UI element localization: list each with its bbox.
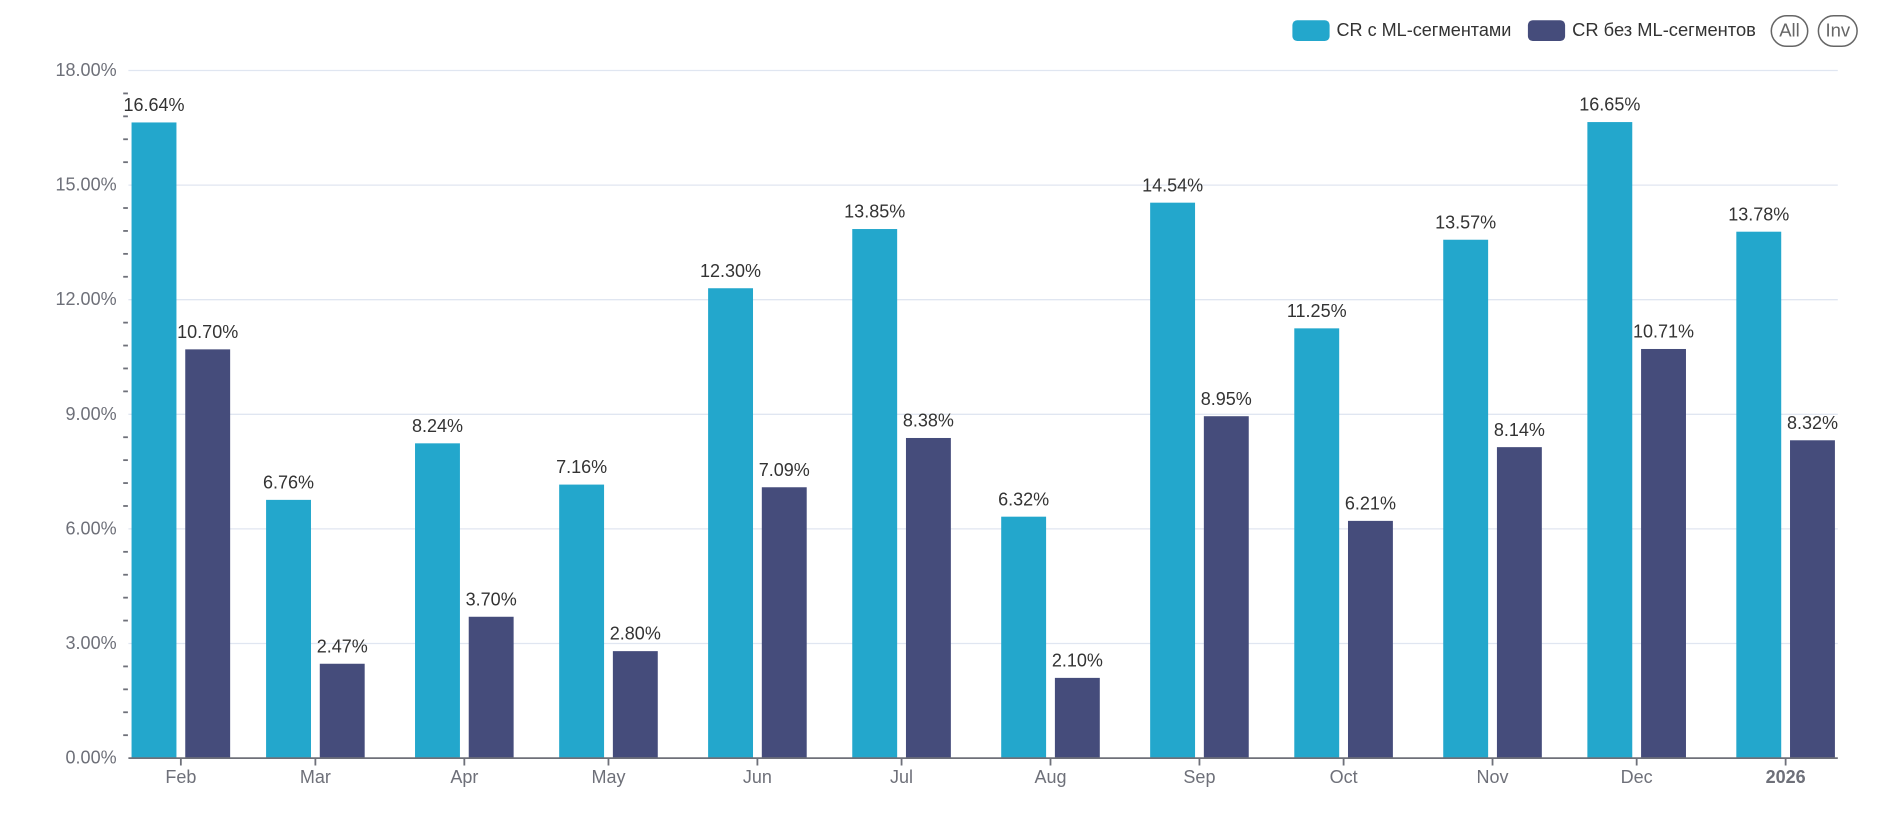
svg-text:9.00%: 9.00% [66, 404, 117, 424]
svg-text:All: All [1779, 19, 1800, 40]
svg-text:0.00%: 0.00% [66, 748, 117, 768]
svg-text:12.00%: 12.00% [56, 289, 117, 309]
svg-text:Oct: Oct [1330, 767, 1358, 787]
svg-text:6.21%: 6.21% [1345, 493, 1396, 513]
svg-text:Nov: Nov [1477, 767, 1509, 787]
svg-text:8.38%: 8.38% [903, 411, 954, 431]
svg-text:16.65%: 16.65% [1579, 95, 1640, 115]
svg-text:CR с ML-сегментами: CR с ML-сегментами [1337, 19, 1512, 40]
svg-text:2.10%: 2.10% [1052, 650, 1103, 670]
svg-text:6.00%: 6.00% [66, 518, 117, 538]
svg-text:11.25%: 11.25% [1287, 301, 1347, 321]
svg-text:3.00%: 3.00% [66, 633, 117, 653]
svg-text:2026: 2026 [1766, 767, 1806, 787]
svg-text:3.70%: 3.70% [466, 589, 517, 609]
svg-text:2.80%: 2.80% [610, 624, 661, 644]
svg-text:8.24%: 8.24% [412, 416, 463, 436]
svg-text:18.00%: 18.00% [56, 60, 117, 80]
svg-text:13.85%: 13.85% [844, 202, 905, 222]
svg-text:Mar: Mar [300, 767, 331, 787]
svg-text:13.57%: 13.57% [1435, 212, 1496, 232]
svg-text:8.95%: 8.95% [1201, 389, 1252, 409]
svg-text:14.54%: 14.54% [1142, 175, 1203, 195]
svg-text:May: May [591, 767, 625, 787]
svg-text:Apr: Apr [450, 767, 478, 787]
svg-text:10.70%: 10.70% [177, 322, 238, 342]
svg-text:2.47%: 2.47% [317, 636, 368, 656]
svg-text:16.64%: 16.64% [123, 95, 184, 115]
svg-text:Feb: Feb [165, 767, 196, 787]
svg-text:12.30%: 12.30% [700, 261, 761, 281]
svg-text:CR без ML-сегментов: CR без ML-сегментов [1572, 19, 1756, 40]
svg-text:7.16%: 7.16% [556, 457, 607, 477]
svg-text:13.78%: 13.78% [1728, 204, 1789, 224]
svg-text:6.32%: 6.32% [998, 489, 1049, 509]
svg-text:10.71%: 10.71% [1633, 322, 1694, 342]
svg-text:8.32%: 8.32% [1787, 413, 1838, 433]
svg-text:Inv: Inv [1825, 19, 1850, 40]
svg-text:8.14%: 8.14% [1494, 420, 1545, 440]
svg-text:Sep: Sep [1183, 767, 1215, 787]
svg-text:15.00%: 15.00% [56, 175, 117, 195]
svg-text:Jun: Jun [743, 767, 772, 787]
svg-text:Aug: Aug [1034, 767, 1066, 787]
svg-text:Jul: Jul [890, 767, 913, 787]
svg-text:Dec: Dec [1621, 767, 1653, 787]
svg-text:7.09%: 7.09% [759, 460, 810, 480]
svg-text:6.76%: 6.76% [263, 472, 314, 492]
